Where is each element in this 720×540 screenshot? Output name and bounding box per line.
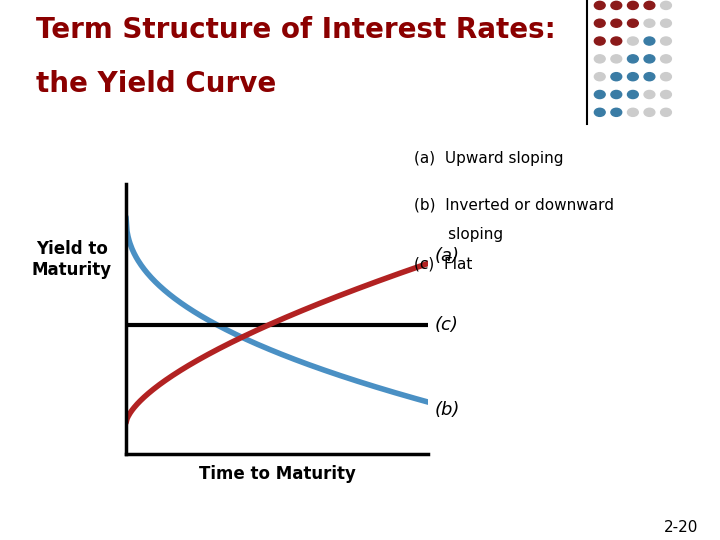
Text: 2-20: 2-20	[664, 519, 698, 535]
Text: sloping: sloping	[414, 227, 503, 242]
X-axis label: Time to Maturity: Time to Maturity	[199, 465, 356, 483]
Text: (c)  Flat: (c) Flat	[414, 256, 472, 272]
Text: the Yield Curve: the Yield Curve	[36, 70, 276, 98]
Text: (a): (a)	[434, 247, 459, 265]
Text: (c): (c)	[434, 316, 459, 334]
Text: Term Structure of Interest Rates:: Term Structure of Interest Rates:	[36, 16, 556, 44]
Text: (b): (b)	[434, 401, 460, 419]
Text: (b)  Inverted or downward: (b) Inverted or downward	[414, 197, 614, 212]
Text: (a)  Upward sloping: (a) Upward sloping	[414, 151, 564, 166]
Text: Yield to
Maturity: Yield to Maturity	[32, 240, 112, 279]
